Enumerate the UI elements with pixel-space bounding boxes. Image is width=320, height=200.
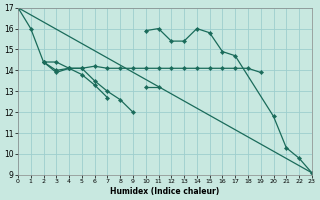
X-axis label: Humidex (Indice chaleur): Humidex (Indice chaleur) — [110, 187, 220, 196]
